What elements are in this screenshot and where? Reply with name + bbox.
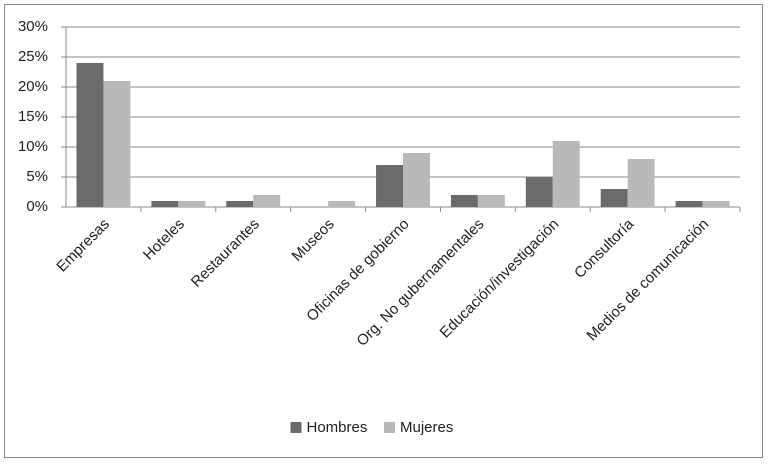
- bar: [328, 201, 356, 207]
- bar: [600, 189, 628, 207]
- y-tick-label: 0%: [26, 198, 48, 215]
- bar: [376, 165, 403, 207]
- y-tick-label: 15%: [18, 108, 48, 125]
- bar: [627, 159, 655, 207]
- bar: [450, 195, 478, 207]
- bar: [477, 195, 505, 207]
- bar: [403, 153, 430, 207]
- chart-frame: [4, 4, 763, 458]
- bar: [253, 195, 281, 207]
- y-tick-label: 5%: [26, 168, 48, 185]
- bar: [76, 63, 104, 207]
- legend-swatch: [290, 422, 302, 433]
- bar: [178, 201, 206, 207]
- y-tick-label: 25%: [18, 48, 48, 65]
- bar: [552, 141, 580, 207]
- legend-label: Hombres: [307, 419, 368, 436]
- bar: [525, 177, 553, 207]
- bar: [226, 201, 254, 207]
- y-tick-label: 30%: [18, 18, 48, 35]
- bar: [675, 201, 703, 207]
- legend-swatch: [384, 422, 395, 433]
- legend-label: Mujeres: [400, 419, 453, 436]
- bar: [702, 201, 730, 207]
- y-tick-label: 20%: [18, 78, 48, 95]
- y-tick-label: 10%: [18, 138, 48, 155]
- bar: [151, 201, 179, 207]
- bar: [103, 81, 131, 207]
